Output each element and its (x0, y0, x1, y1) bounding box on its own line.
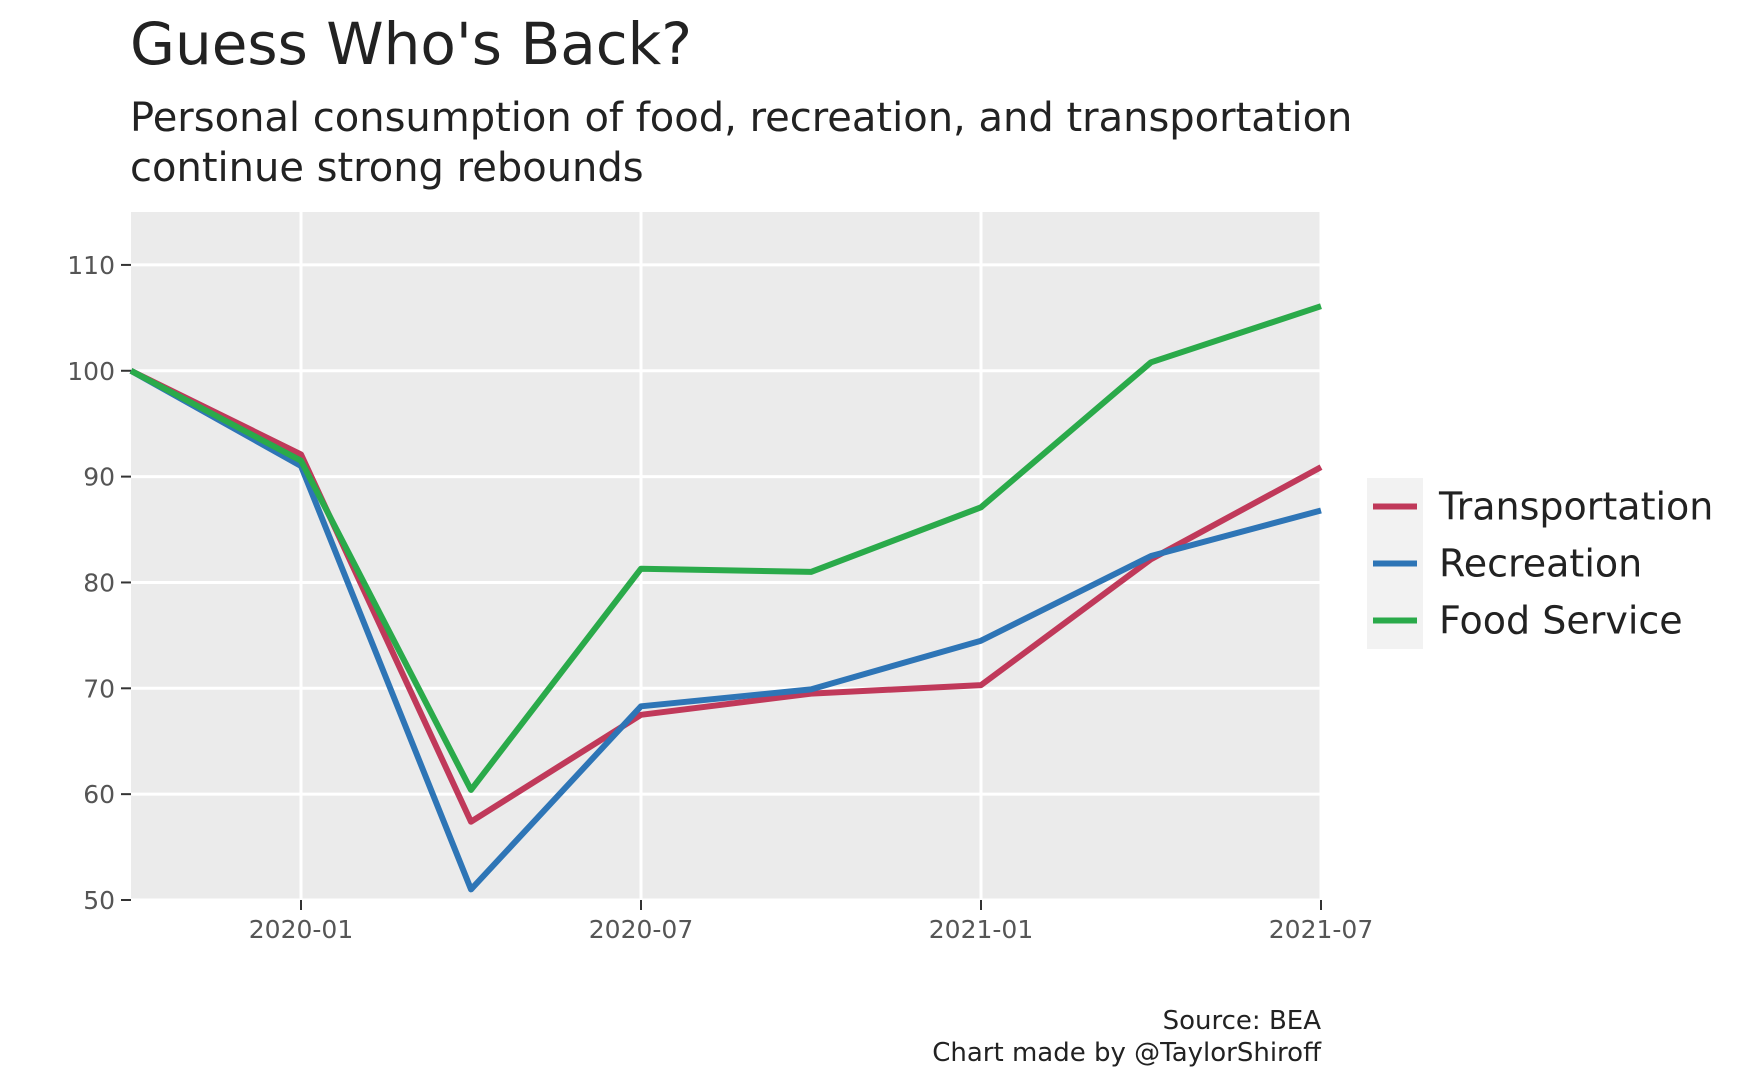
chart-title: Guess Who's Back? (130, 10, 692, 78)
chart-subtitle-line-2: continue strong rebounds (130, 145, 644, 191)
y-tick-label: 110 (67, 251, 115, 280)
y-tick-label: 80 (83, 568, 115, 597)
caption-source: Source: BEA (1163, 1006, 1322, 1036)
chart-subtitle-line-1: Personal consumption of food, recreation… (130, 95, 1352, 141)
x-tick-label: 2020-07 (589, 915, 693, 944)
series-lines (129, 303, 1323, 893)
legend-label: Food Service (1439, 599, 1683, 643)
legend-label: Transportation (1438, 485, 1713, 529)
series-line-recreation (129, 368, 1322, 893)
x-tick-label: 2020-01 (249, 915, 353, 944)
axes: 50 60 70 80 90 100 110 2020-01 2020-07 2021-01 202… (67, 251, 1373, 944)
plot-panel (131, 212, 1321, 900)
y-tick-label: 60 (83, 780, 115, 809)
y-tick-label: 70 (83, 674, 115, 703)
grid-lines (131, 212, 1323, 902)
y-tick-label: 50 (83, 886, 115, 915)
series-line-food-service (129, 303, 1322, 793)
x-tick-label: 2021-07 (1269, 915, 1373, 944)
legend: Transportation Recreation Food Service (1367, 478, 1713, 649)
y-tick-label: 90 (83, 463, 115, 492)
y-tick-label: 100 (67, 357, 115, 386)
x-tick-label: 2021-01 (929, 915, 1033, 944)
legend-label: Recreation (1439, 542, 1642, 586)
caption-author: Chart made by @TaylorShiroff (932, 1038, 1322, 1068)
